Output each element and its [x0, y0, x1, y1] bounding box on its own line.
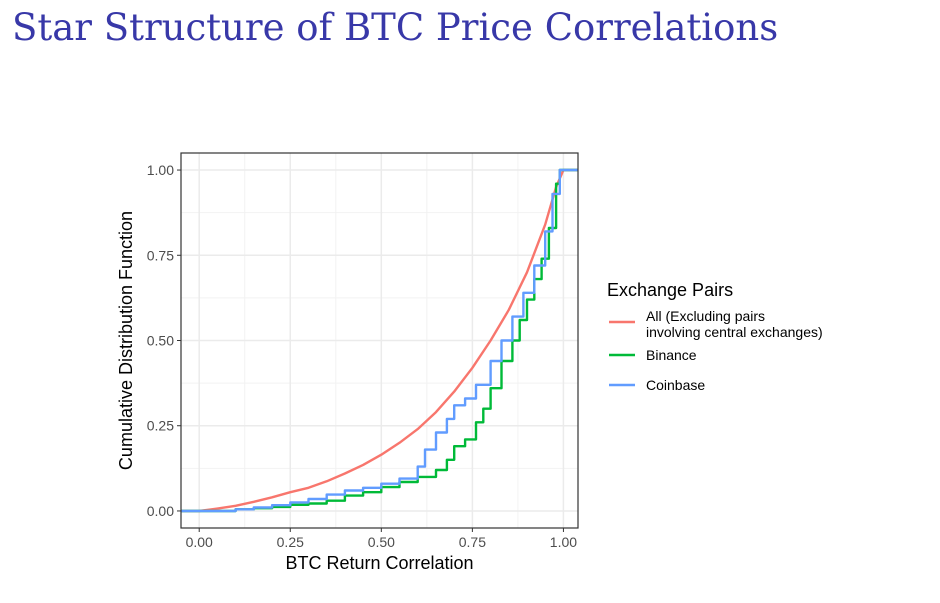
y-axis: 0.00 0.25 0.50 0.75 1.00 — [147, 162, 181, 519]
legend-title: Exchange Pairs — [607, 280, 733, 300]
x-tick-label: 1.00 — [550, 534, 577, 550]
legend-label-2: Coinbase — [646, 377, 705, 393]
series-line-2 — [181, 168, 578, 513]
y-tick-label: 0.75 — [147, 247, 174, 263]
x-tick-label: 0.50 — [368, 534, 395, 550]
y-axis-title: Cumulative Distribution Function — [116, 211, 136, 470]
legend-label-0: All (Excluding pairs — [646, 308, 765, 324]
x-tick-label: 0.25 — [277, 534, 304, 550]
x-axis-title: BTC Return Correlation — [285, 553, 473, 573]
series-layer — [181, 168, 578, 513]
legend-label-0: involving central exchanges) — [646, 324, 823, 340]
y-tick-label: 0.50 — [147, 333, 174, 349]
legend: Exchange Pairs All (Excluding pairsinvol… — [607, 280, 823, 393]
slide-title: Star Structure of BTC Price Correlations — [12, 6, 779, 49]
y-tick-label: 0.25 — [147, 418, 174, 434]
legend-label-1: Binance — [646, 347, 697, 363]
x-axis: 0.00 0.25 0.50 0.75 1.00 — [186, 528, 577, 550]
x-tick-label: 0.75 — [459, 534, 486, 550]
y-tick-label: 1.00 — [147, 162, 174, 178]
y-tick-label: 0.00 — [147, 503, 174, 519]
x-tick-label: 0.00 — [186, 534, 213, 550]
series-line-0 — [181, 168, 578, 513]
